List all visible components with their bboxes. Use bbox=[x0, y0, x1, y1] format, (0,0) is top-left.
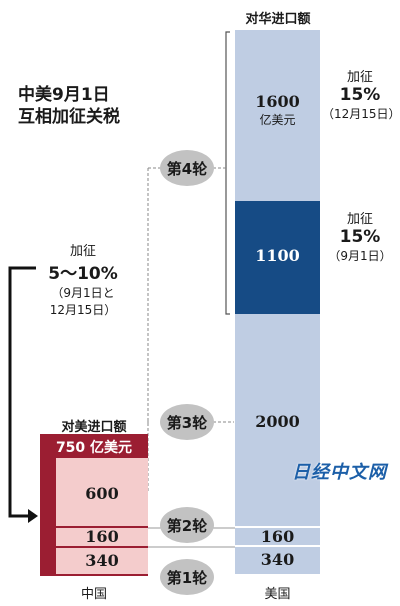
china-tariff-rate: 5〜10% bbox=[48, 264, 118, 284]
us-header: 对华进口额 bbox=[245, 12, 311, 27]
china-segment-340 bbox=[56, 548, 148, 574]
us-tariff-mid-label: 加征 bbox=[346, 212, 373, 227]
us-tariff-top-rate: 15% bbox=[339, 85, 381, 105]
us-segment-1600: 1600 亿美元 bbox=[235, 92, 320, 128]
china-header: 对美进口额 bbox=[61, 420, 127, 435]
us-2000-label: 2000 bbox=[255, 412, 300, 431]
us-divider-340 bbox=[235, 545, 320, 547]
china-tariff-arrow bbox=[8, 266, 36, 518]
china-tariff-date-1: （9月1日と bbox=[51, 286, 115, 300]
title-line2: 互相加征关税 bbox=[18, 107, 120, 127]
china-160-label: 160 bbox=[85, 527, 119, 546]
round-4-badge: 第4轮 bbox=[160, 150, 214, 186]
us-tariff-top: 加征 15% （12月15日） bbox=[322, 66, 400, 122]
us-160-label: 160 bbox=[260, 527, 295, 546]
us-tariff-top-label: 加征 bbox=[346, 70, 373, 85]
title-line1: 中美9月1日 bbox=[18, 85, 110, 105]
watermark-logo: 日经中文网 bbox=[292, 462, 387, 483]
round-1-badge: 第1轮 bbox=[160, 559, 214, 595]
china-total-label: 750 亿美元 bbox=[55, 440, 133, 456]
china-340-label: 340 bbox=[85, 551, 119, 570]
round-3-badge: 第3轮 bbox=[160, 404, 214, 440]
china-600-label: 600 bbox=[85, 484, 119, 503]
china-segment-160 bbox=[56, 528, 148, 546]
title: 中美9月1日 互相加征关税 bbox=[18, 84, 120, 128]
round-2-badge: 第2轮 bbox=[160, 507, 214, 543]
us-tariff-top-date: （12月15日） bbox=[322, 107, 400, 121]
china-tariff-date-2: 12月15日） bbox=[49, 303, 117, 317]
china-total-band bbox=[40, 434, 148, 458]
us-divider-160 bbox=[235, 526, 320, 528]
us-340-label: 340 bbox=[260, 550, 295, 569]
us-1100-label: 1100 bbox=[255, 246, 300, 265]
us-tariff-mid: 加征 15% （9月1日） bbox=[322, 208, 398, 264]
us-segment-1100 bbox=[235, 201, 320, 314]
us-tariff-mid-rate: 15% bbox=[339, 227, 381, 247]
us-country-label: 美国 bbox=[264, 587, 291, 602]
us-tariff-mid-date: （9月1日） bbox=[328, 249, 392, 263]
us-1600-unit: 亿美元 bbox=[259, 113, 296, 127]
china-tariff-label: 加征 bbox=[69, 244, 96, 259]
china-segment-600 bbox=[56, 458, 148, 526]
china-country-label: 中国 bbox=[80, 587, 107, 602]
china-tariff: 加征 5〜10% （9月1日と 12月15日） bbox=[38, 240, 128, 318]
us-1600-value: 1600 bbox=[255, 92, 300, 111]
us-bracket bbox=[225, 31, 230, 315]
arrow-head bbox=[28, 509, 38, 523]
